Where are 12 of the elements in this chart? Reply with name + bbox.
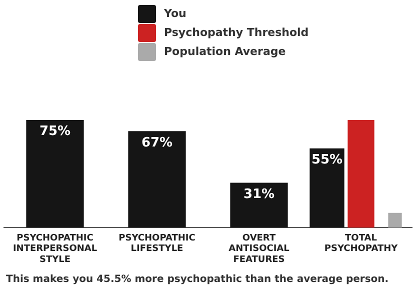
x-tick-label: TOTAL PSYCHOPATHY — [324, 233, 398, 254]
data-label: 31% — [243, 187, 275, 202]
x-tick-label: PSYCHOPATHIC INTERPERSONAL STYLE — [12, 233, 98, 265]
text: This makes you 45.5% more psychopathic than the average person. — [6, 274, 389, 285]
data-label: 75% — [39, 124, 71, 139]
data-label: 67% — [141, 135, 173, 150]
legend-label: You — [164, 7, 186, 20]
data-label: 55% — [311, 152, 343, 168]
legend-label: Psychopathy Threshold — [164, 26, 309, 39]
x-tick-label: OVERT ANTISOCIAL FEATURES — [228, 233, 290, 265]
x-tick-label: PSYCHOPATHIC LIFESTYLE — [118, 233, 196, 254]
legend-label: Population Average — [164, 45, 286, 58]
